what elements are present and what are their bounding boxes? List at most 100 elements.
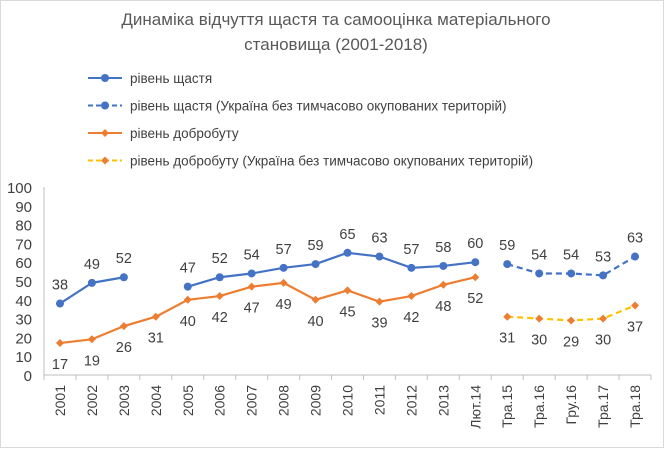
data-point xyxy=(215,273,224,282)
y-tick-label: 30 xyxy=(15,312,32,329)
data-label: 45 xyxy=(339,304,355,320)
series-line xyxy=(59,276,476,345)
data-point xyxy=(535,269,544,278)
data-point xyxy=(55,299,64,308)
data-point xyxy=(87,278,96,287)
data-label: 57 xyxy=(403,242,419,258)
data-point xyxy=(407,263,416,272)
data-label: 38 xyxy=(52,278,68,294)
data-label: 17 xyxy=(52,357,68,373)
data-label: 49 xyxy=(84,257,100,273)
data-point xyxy=(183,282,192,291)
x-tick-label: Тра.16 xyxy=(531,385,547,428)
x-tick-label: Тра.18 xyxy=(627,385,643,428)
y-tick-label: 40 xyxy=(15,293,32,310)
data-label: 42 xyxy=(403,310,419,326)
data-label: 60 xyxy=(467,236,483,252)
data-point xyxy=(567,269,576,278)
x-tick-label: 2013 xyxy=(435,385,451,416)
data-point xyxy=(279,278,288,287)
data-point xyxy=(599,314,608,323)
data-point xyxy=(183,295,192,304)
data-label: 26 xyxy=(116,340,132,356)
data-label: 52 xyxy=(212,251,228,267)
y-tick-label: 60 xyxy=(15,255,32,272)
x-tick-label: 2005 xyxy=(180,385,196,416)
x-tick-label: 2004 xyxy=(148,385,164,416)
data-point xyxy=(247,282,256,291)
data-label: 49 xyxy=(276,297,292,313)
x-tick-label: 2006 xyxy=(212,385,228,416)
data-label: 54 xyxy=(563,247,579,263)
data-label: 40 xyxy=(307,314,323,330)
x-tick-label: 2007 xyxy=(244,385,260,416)
x-tick-label: 2008 xyxy=(276,385,292,416)
y-tick-label: 90 xyxy=(15,199,32,216)
y-tick-label: 80 xyxy=(15,218,32,235)
data-label: 19 xyxy=(84,353,100,369)
data-point xyxy=(215,292,224,301)
data-label: 47 xyxy=(244,301,260,317)
data-point xyxy=(375,297,384,306)
series-line xyxy=(187,251,476,288)
x-tick-label: 2010 xyxy=(340,385,356,416)
data-label: 39 xyxy=(371,316,387,332)
data-label: 54 xyxy=(531,247,547,263)
y-tick-label: 50 xyxy=(15,274,32,291)
data-label: 63 xyxy=(627,231,643,247)
data-point xyxy=(311,260,320,269)
data-point xyxy=(503,260,512,269)
data-label: 29 xyxy=(563,334,579,350)
data-point xyxy=(279,263,288,272)
data-label: 42 xyxy=(212,310,228,326)
x-tick-label: Гру.16 xyxy=(563,385,579,425)
data-label: 31 xyxy=(499,331,515,347)
legend-label: рівень добробуту (Україна без тимчасово … xyxy=(130,154,533,169)
x-tick-label: 2001 xyxy=(52,385,68,416)
data-label: 52 xyxy=(467,291,483,307)
legend-marker xyxy=(101,74,109,82)
data-point xyxy=(119,273,128,282)
y-tick-label: 10 xyxy=(15,349,32,366)
legend-label: рівень щастя xyxy=(130,71,212,86)
data-label: 53 xyxy=(595,249,611,265)
data-point xyxy=(631,301,640,310)
data-point xyxy=(119,322,128,331)
data-label: 30 xyxy=(531,333,547,349)
data-point xyxy=(343,248,352,257)
data-point xyxy=(311,295,320,304)
x-tick-label: 2012 xyxy=(403,385,419,416)
data-point xyxy=(599,271,608,280)
data-label: 52 xyxy=(116,251,132,267)
data-label: 59 xyxy=(307,238,323,254)
legend-marker xyxy=(101,129,109,137)
data-point xyxy=(55,339,64,348)
chart-title-line2: становища (2001-2018) xyxy=(244,35,428,54)
data-label: 48 xyxy=(435,299,451,315)
chart-frame xyxy=(0,0,664,448)
data-label: 54 xyxy=(244,247,260,263)
chart-title-line1: Динаміка відчуття щастя та самооцінка ма… xyxy=(121,10,551,29)
data-point xyxy=(87,335,96,344)
data-point xyxy=(503,312,512,321)
x-tick-label: 2002 xyxy=(84,385,100,416)
data-point xyxy=(247,269,256,278)
data-label: 47 xyxy=(180,261,196,277)
data-label: 30 xyxy=(595,333,611,349)
data-point xyxy=(535,314,544,323)
data-point xyxy=(631,252,640,261)
legend-label: рівень добробуту xyxy=(130,126,239,141)
data-label: 58 xyxy=(435,240,451,256)
data-label: 59 xyxy=(499,238,515,254)
legend-label: рівень щастя (Україна без тимчасово окуп… xyxy=(130,99,507,114)
y-tick-label: 20 xyxy=(15,330,32,347)
y-tick-label: 70 xyxy=(15,236,32,253)
x-tick-label: Лют.14 xyxy=(467,385,483,429)
data-point xyxy=(567,316,576,325)
y-tick-label: 0 xyxy=(24,368,32,385)
data-point xyxy=(407,292,416,301)
x-tick-label: Тра.17 xyxy=(595,385,611,428)
data-label: 57 xyxy=(276,242,292,258)
data-point xyxy=(375,252,384,261)
data-point xyxy=(471,273,480,282)
